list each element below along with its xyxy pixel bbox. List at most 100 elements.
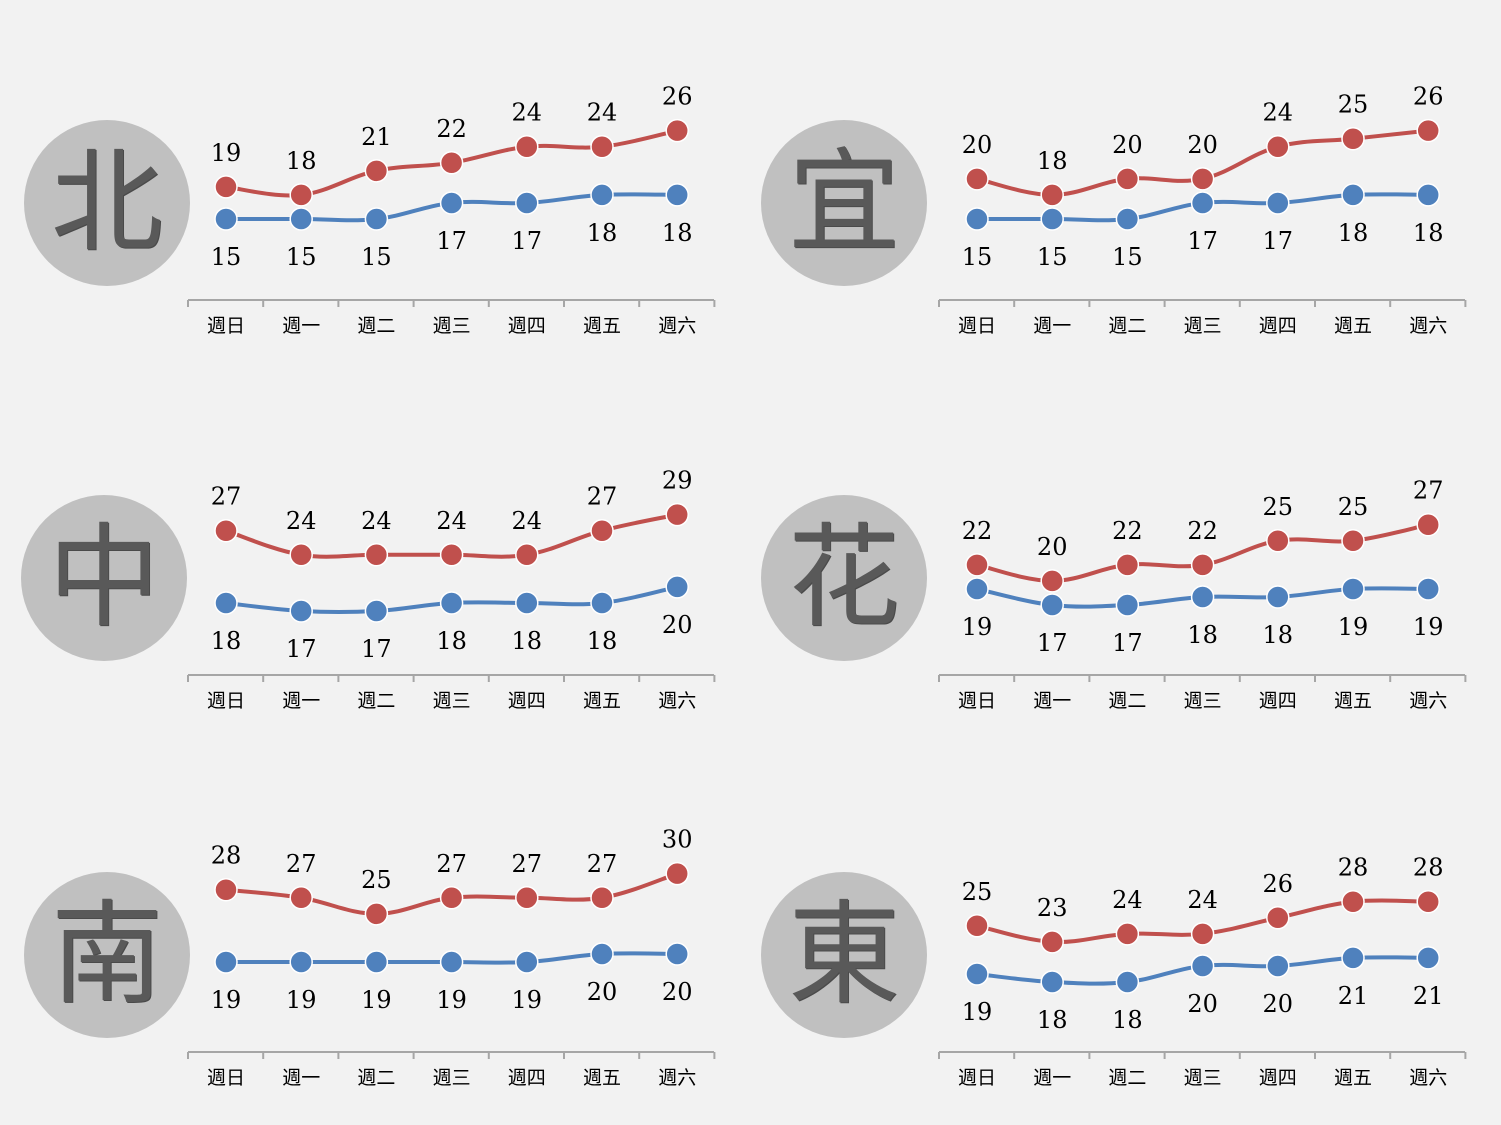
region-label: 宜 [788,138,900,268]
data-point [214,518,238,543]
data-label: 27 [512,850,543,878]
data-point [1115,553,1140,577]
data-point [439,151,464,175]
line-chart: 週日 週一 週二 週三 週四 週五 週六 19 18 21 22 24 24 26 15 15 15 17 17 18… [187,83,716,337]
data-label: 27 [436,850,467,878]
data-label: 19 [512,986,543,1014]
data-label: 27 [286,850,317,878]
region-badge: 花 [761,495,927,661]
data-point [515,591,539,615]
data-label: 17 [512,227,543,255]
data-label: 24 [1263,99,1294,127]
x-tick-label: 週四 [1259,690,1297,712]
data-point [1341,946,1365,970]
data-point [1040,207,1064,231]
data-point [214,877,238,902]
x-tick-label: 週五 [1334,690,1372,712]
data-point [1416,577,1440,601]
x-tick-label: 週六 [658,315,696,337]
data-point [1040,569,1064,593]
data-label: 21 [1413,982,1444,1010]
data-label: 17 [1263,227,1294,255]
data-label: 17 [436,227,467,255]
data-label: 20 [587,978,618,1006]
data-point [439,886,464,910]
x-tick-label: 週二 [357,690,395,712]
data-label: 26 [1413,83,1444,111]
data-label: 24 [1187,886,1218,914]
data-point [590,518,614,543]
x-tick-label: 週六 [658,690,696,712]
data-point [1341,529,1365,553]
data-label: 25 [361,866,392,894]
data-label: 21 [1338,982,1369,1010]
data-label: 20 [1112,131,1143,159]
data-point [1416,118,1440,143]
data-label: 20 [1187,990,1218,1018]
data-label: 18 [1263,621,1294,649]
data-label: 23 [1037,894,1068,922]
data-point [214,950,238,974]
region-label: 東 [788,890,900,1020]
data-label: 27 [587,483,618,511]
x-tick-label: 週日 [207,690,245,712]
data-point [515,134,539,159]
x-tick-label: 週一 [1033,690,1071,712]
data-label: 22 [1112,517,1143,545]
x-tick-label: 週三 [433,1067,471,1089]
data-label: 22 [436,115,467,143]
data-point [289,599,313,623]
data-point [364,159,389,183]
x-tick-label: 週三 [1184,315,1222,337]
data-point [214,591,238,615]
data-point [1040,183,1064,207]
x-tick-label: 週五 [583,690,621,712]
data-point [1341,126,1365,151]
data-label: 29 [662,467,693,495]
data-label: 24 [512,507,543,535]
data-point [214,207,238,231]
data-point [965,207,989,231]
data-label: 18 [1037,147,1068,175]
data-label: 19 [361,986,392,1014]
data-point [1115,922,1140,946]
data-label: 18 [512,627,543,655]
data-point [665,575,689,599]
data-point [214,175,238,199]
data-label: 27 [1413,477,1444,505]
x-tick-label: 週四 [1259,315,1297,337]
data-point [364,599,389,623]
line-chart: 週日 週一 週二 週三 週四 週五 週六 28 27 25 27 27 27 30 19 19 19 19 19 20… [187,826,716,1089]
data-label: 25 [1338,91,1369,119]
data-label: 19 [962,613,993,641]
data-label: 28 [1413,854,1444,882]
data-label: 20 [1187,131,1218,159]
data-point [1115,970,1140,994]
data-point [965,962,989,986]
data-point [1416,946,1440,970]
data-label: 24 [436,507,467,535]
data-label: 15 [211,243,242,271]
data-label: 22 [962,517,993,545]
x-tick-label: 週六 [658,1067,696,1089]
data-label: 18 [587,627,618,655]
region-label: 中 [48,513,160,643]
data-point [364,207,389,231]
data-label: 25 [962,878,993,906]
data-point [1416,889,1440,914]
x-tick-label: 週三 [1184,1067,1222,1089]
x-tick-label: 週六 [1409,315,1447,337]
x-tick-label: 週六 [1409,690,1447,712]
region-badge: 南 [24,872,190,1038]
data-label: 18 [286,147,317,175]
data-point [439,950,464,974]
data-point [1115,593,1140,617]
data-label: 15 [962,243,993,271]
data-label: 20 [1263,990,1294,1018]
data-point [1040,593,1064,617]
region-badge: 宜 [761,120,927,286]
data-point [1341,183,1365,207]
x-tick-label: 週五 [1334,315,1372,337]
data-label: 17 [1112,629,1143,657]
x-tick-label: 週日 [207,315,245,337]
